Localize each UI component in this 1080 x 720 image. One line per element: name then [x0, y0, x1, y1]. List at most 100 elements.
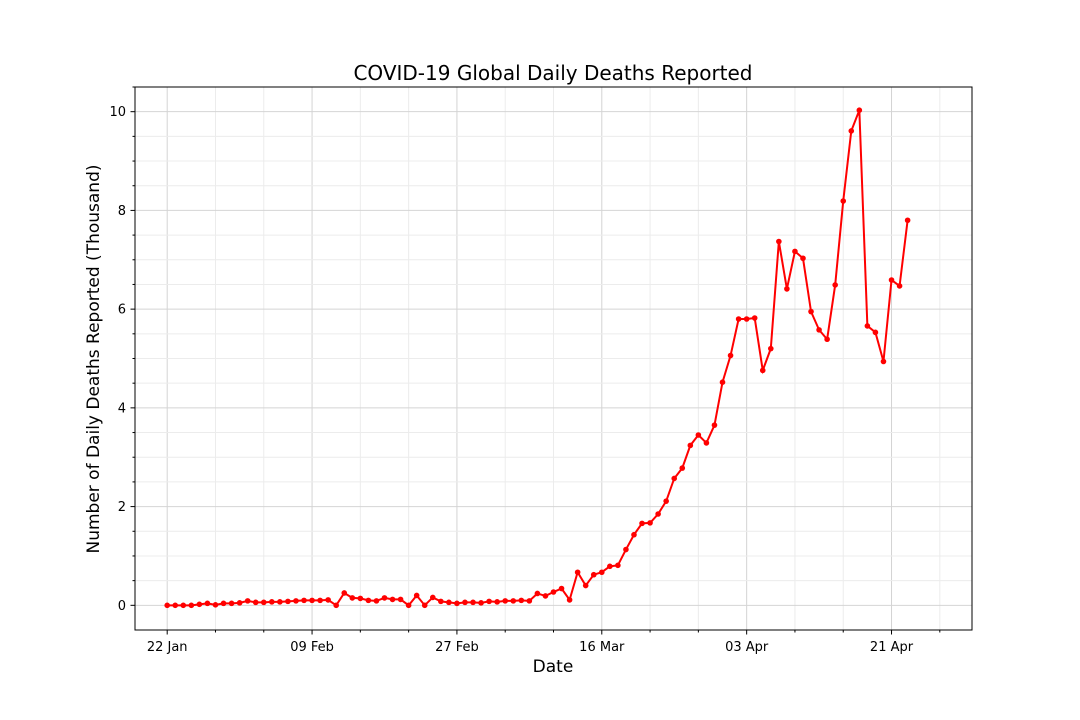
data-point — [196, 601, 203, 608]
data-point — [413, 592, 420, 599]
data-point — [164, 602, 170, 609]
data-point — [647, 520, 653, 526]
data-point — [623, 546, 629, 553]
data-point — [494, 599, 500, 605]
y-axis-label: Number of Daily Deaths Reported (Thousan… — [84, 164, 104, 553]
data-point — [478, 600, 484, 606]
data-point — [671, 475, 678, 482]
data-point — [776, 238, 782, 245]
x-tick-label: 03 Apr — [725, 640, 769, 655]
data-point — [228, 600, 235, 607]
data-point — [840, 198, 847, 204]
data-point — [735, 316, 742, 322]
y-tick-label: 2 — [118, 500, 126, 515]
data-point — [172, 602, 179, 609]
data-point — [438, 598, 444, 605]
data-point — [703, 440, 710, 446]
data-point — [397, 596, 404, 603]
data-point — [615, 562, 621, 569]
data-point — [301, 597, 307, 604]
data-point — [566, 597, 573, 603]
data-point — [582, 582, 589, 589]
y-tick-label: 6 — [118, 303, 126, 318]
data-point — [832, 282, 838, 288]
data-point — [856, 107, 863, 113]
data-point — [365, 597, 372, 604]
data-point — [502, 598, 509, 604]
data-point — [695, 432, 702, 438]
data-point — [454, 600, 460, 607]
data-point — [639, 520, 645, 527]
x-tick-label: 22 Jan — [147, 640, 188, 655]
data-point — [590, 571, 597, 578]
data-point — [864, 323, 871, 329]
data-point — [872, 329, 879, 336]
axis-ticks: 22 Jan 09 Feb 27 Feb 16 Mar 03 Apr 21 Apr 0 2 4 6… — [109, 86, 941, 655]
y-tick-label: 8 — [118, 204, 126, 219]
data-point — [727, 352, 734, 359]
data-point — [389, 596, 396, 603]
data-point — [212, 602, 219, 608]
y-tick-label: 0 — [118, 599, 126, 614]
data-point — [470, 599, 476, 606]
data-point — [631, 531, 637, 538]
data-point — [663, 498, 669, 504]
data-point — [341, 590, 348, 596]
data-point — [607, 563, 613, 570]
data-point — [743, 316, 750, 322]
data-point — [285, 598, 291, 605]
x-tick-label: 21 Apr — [870, 640, 914, 655]
data-point — [317, 597, 323, 604]
data-point — [751, 315, 758, 321]
y-tick-label: 10 — [109, 105, 126, 120]
series-markers — [164, 107, 911, 609]
data-point — [784, 286, 790, 292]
data-point — [462, 599, 468, 606]
data-point — [180, 602, 187, 609]
data-point — [269, 599, 275, 605]
data-point — [711, 422, 718, 428]
data-point — [204, 600, 211, 607]
data-point — [260, 599, 267, 606]
data-point — [510, 598, 517, 604]
data-point — [808, 308, 814, 315]
data-point — [896, 283, 903, 289]
data-point — [236, 600, 243, 606]
data-point — [679, 465, 686, 471]
data-point — [759, 367, 766, 374]
data-point — [293, 598, 299, 604]
x-axis-label: Date — [533, 657, 574, 677]
data-point — [526, 598, 533, 604]
data-point — [880, 358, 887, 365]
data-point — [405, 602, 412, 609]
data-point — [325, 597, 331, 603]
x-tick-label: 09 Feb — [290, 640, 334, 655]
data-point — [768, 345, 774, 352]
data-point — [349, 595, 356, 601]
data-point — [429, 594, 436, 601]
data-point — [381, 595, 388, 601]
data-point — [655, 511, 661, 517]
y-tick-label: 4 — [118, 401, 126, 416]
data-point — [550, 589, 557, 595]
data-point — [816, 327, 822, 333]
data-point — [373, 598, 380, 604]
data-point — [421, 602, 428, 609]
data-point — [446, 599, 452, 606]
data-point — [558, 585, 565, 592]
chart-title: COVID-19 Global Daily Deaths Reported — [353, 61, 752, 85]
x-tick-label: 27 Feb — [435, 640, 479, 655]
data-point — [357, 595, 364, 602]
data-point — [542, 593, 549, 599]
data-point — [848, 128, 855, 134]
data-point — [252, 599, 259, 606]
data-point — [518, 597, 525, 604]
data-point — [486, 598, 492, 605]
data-point — [574, 569, 581, 576]
data-point — [188, 602, 195, 609]
data-point — [534, 590, 541, 597]
data-point — [687, 442, 694, 449]
